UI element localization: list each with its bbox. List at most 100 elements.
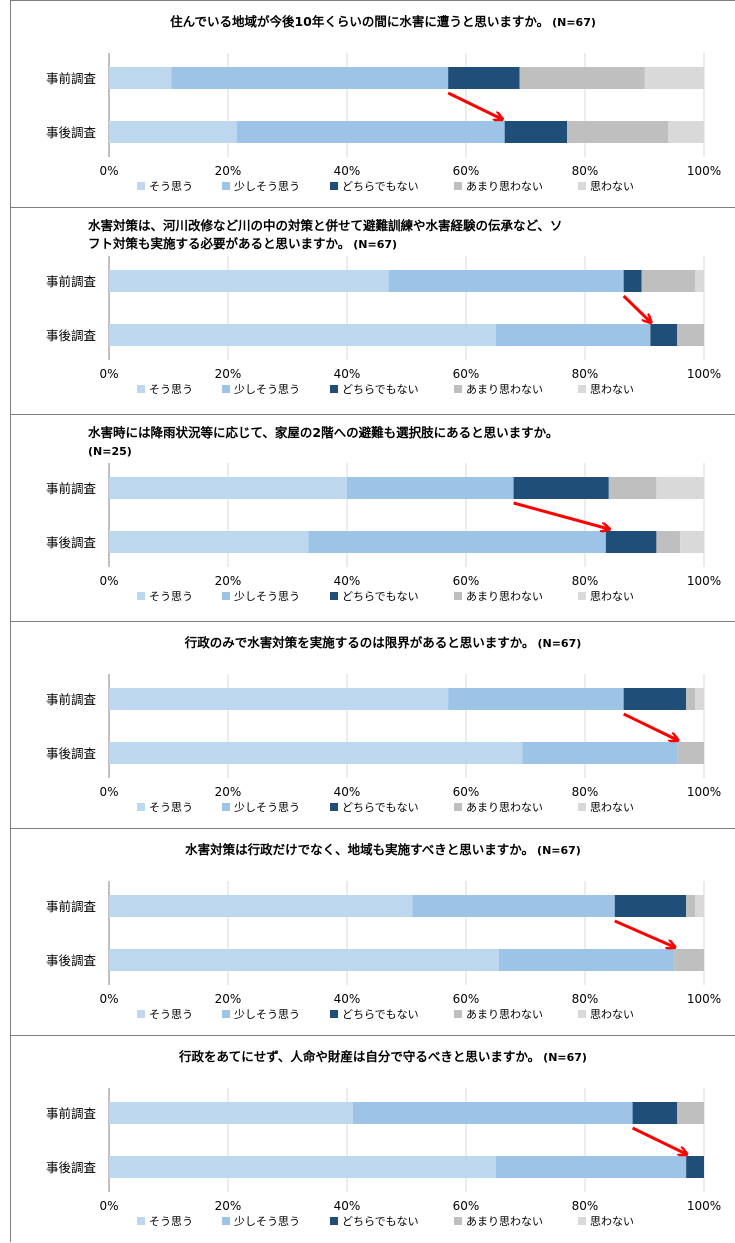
legend-swatch	[330, 592, 338, 600]
sample-size-label: (N=67)	[537, 844, 581, 857]
x-tick-label: 40%	[334, 992, 361, 1006]
legend-entry: 少しそう思う	[234, 1008, 300, 1021]
change-arrow	[622, 294, 651, 322]
chart-title-line: 住んでいる地域が今後10年くらいの間に水害に遭うと思いますか。 (N=67)	[170, 14, 596, 29]
x-tick-label: 60%	[453, 785, 480, 799]
legend-swatch	[330, 803, 338, 811]
chart-panel-2: 水害対策は、河川改修など川の中の対策と併せて避難訓練や水害経験の伝承など、ソ フト…	[10, 207, 735, 414]
x-tick-label: 100%	[687, 992, 721, 1006]
legend-entry: 思わない	[590, 180, 634, 193]
legend-entry: どちらでもない	[342, 1215, 419, 1228]
chart-svg-1: 住んでいる地域が今後10年くらいの間に水害に遭うと思いますか。 (N=67) 事前調…	[46, 14, 721, 193]
x-tick-label: 20%	[215, 992, 242, 1006]
legend-entry: 少しそう思う	[234, 1215, 300, 1228]
chart-svg-3: 水害時には降雨状況等に応じて、家屋の2階への避難も選択肢にあると思いますか。 (N…	[46, 425, 721, 603]
legend-entry: そう思う	[149, 1008, 193, 1021]
legend-entry: あまり思わない	[466, 180, 543, 193]
legend-entry: 思わない	[590, 590, 634, 603]
chart-title-line: 行政をあてにせず、人命や財産は自分で守るべきと思いますか。 (N=67)	[178, 1049, 587, 1064]
category-label: 事後調査	[46, 953, 97, 968]
bar-segment	[623, 688, 687, 710]
bar-segment	[677, 1102, 704, 1124]
bar-segment	[448, 67, 520, 89]
legend-swatch	[454, 1010, 462, 1018]
legend-swatch	[222, 1217, 230, 1225]
bar-segment	[171, 67, 449, 89]
bar-segment	[686, 688, 696, 710]
chart-svg-2: 水害対策は、河川改修など川の中の対策と併せて避難訓練や水害経験の伝承など、ソフト…	[46, 218, 721, 396]
bar-segment	[632, 1102, 678, 1124]
legend-swatch	[454, 1217, 462, 1225]
bar-segment	[448, 688, 624, 710]
legend-swatch	[578, 1217, 586, 1225]
sample-size-label: (N=67)	[353, 238, 397, 251]
legend-swatch	[137, 803, 145, 811]
change-arrow	[513, 501, 609, 529]
legend-entry: どちらでもない	[342, 383, 419, 396]
bar-segment	[695, 270, 704, 292]
legend-entry: 少しそう思う	[234, 801, 300, 814]
change-arrow	[447, 91, 502, 119]
legend-entry: 思わない	[590, 801, 634, 814]
bar-segment	[567, 121, 669, 143]
x-tick-label: 80%	[572, 164, 599, 178]
x-tick-label: 20%	[215, 367, 242, 381]
bar-segment	[109, 949, 499, 971]
legend-entry: どちらでもない	[342, 801, 419, 814]
legend-entry: 思わない	[590, 1215, 634, 1228]
category-label: 事後調査	[46, 328, 97, 343]
x-tick-label: 20%	[215, 164, 242, 178]
category-label: 事後調査	[46, 1160, 97, 1175]
bar-segment	[347, 477, 514, 499]
chart-title-line: フト対策も実施する必要があると思いますか。 (N=67)	[88, 236, 397, 251]
category-label: 事後調査	[46, 535, 97, 550]
bar-segment	[695, 688, 704, 710]
bar-segment	[109, 688, 449, 710]
bar-segment	[680, 531, 704, 553]
bar-segment	[109, 531, 309, 553]
bar-segment	[388, 270, 624, 292]
bar-segment	[109, 742, 523, 764]
bar-segment	[109, 1102, 353, 1124]
chart-panel-4: 行政のみで水害対策を実施するのは限界があると思いますか。 (N=67) 事前調査 事後…	[10, 621, 735, 828]
x-tick-label: 20%	[215, 785, 242, 799]
x-tick-label: 0%	[99, 164, 118, 178]
legend-entry: そう思う	[149, 1215, 193, 1228]
legend-entry: どちらでもない	[342, 1008, 419, 1021]
bar-segment	[650, 324, 678, 346]
legend-swatch	[222, 803, 230, 811]
bar-segment	[519, 67, 645, 89]
legend-swatch	[222, 1010, 230, 1018]
x-tick-label: 100%	[687, 367, 721, 381]
bar-segment	[686, 1156, 704, 1178]
x-tick-label: 0%	[99, 367, 118, 381]
legend-entry: そう思う	[149, 801, 193, 814]
legend-swatch	[454, 592, 462, 600]
legend-entry: 少しそう思う	[234, 590, 300, 603]
x-tick-label: 100%	[687, 1199, 721, 1213]
legend-swatch	[222, 385, 230, 393]
legend-entry: そう思う	[149, 383, 193, 396]
x-tick-label: 40%	[334, 1199, 361, 1213]
sample-size-label: (N=67)	[537, 637, 581, 650]
x-tick-label: 0%	[99, 1199, 118, 1213]
x-tick-label: 80%	[572, 1199, 599, 1213]
bar-segment	[668, 121, 704, 143]
bar-segment	[109, 67, 172, 89]
legend-swatch	[578, 1010, 586, 1018]
x-tick-label: 60%	[453, 574, 480, 588]
legend-entry: どちらでもない	[342, 590, 419, 603]
chart-svg-4: 行政のみで水害対策を実施するのは限界があると思いますか。 (N=67) 事前調査事後…	[46, 635, 721, 814]
category-label: 事後調査	[46, 125, 97, 140]
x-tick-label: 80%	[572, 785, 599, 799]
legend-swatch	[137, 1217, 145, 1225]
bar-segment	[677, 324, 704, 346]
category-label: 事前調査	[46, 1106, 97, 1121]
x-tick-label: 100%	[687, 574, 721, 588]
legend-swatch	[330, 1217, 338, 1225]
bar-segment	[412, 895, 615, 917]
legend-swatch	[330, 1010, 338, 1018]
legend-swatch	[137, 1010, 145, 1018]
change-arrow	[623, 712, 678, 740]
